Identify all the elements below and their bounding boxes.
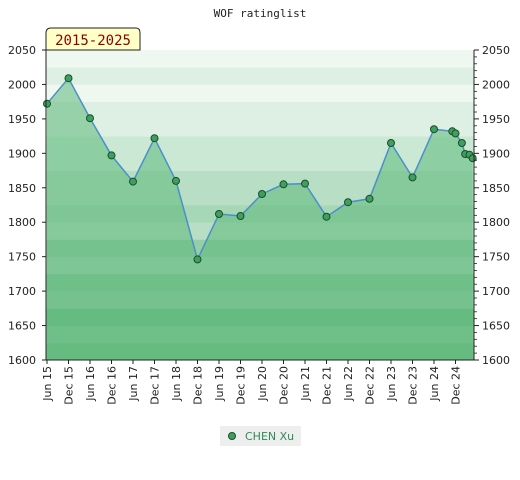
data-point — [129, 177, 137, 186]
x-tick-label: Dec 21 — [321, 366, 334, 405]
plot-band — [46, 136, 474, 154]
data-point — [64, 74, 73, 83]
x-tick-label: Jun 16 — [84, 366, 97, 402]
data-point — [468, 154, 477, 163]
y-tick-label-left: 2000 — [8, 78, 36, 91]
data-point — [344, 198, 352, 207]
y-tick-label-left: 2050 — [8, 44, 36, 57]
data-point — [258, 190, 266, 198]
y-tick-label-left: 1900 — [8, 147, 36, 160]
x-tick-label: Jun 15 — [41, 366, 54, 402]
y-tick-label-left: 1600 — [8, 354, 36, 367]
data-point — [86, 114, 94, 123]
rating-area — [47, 78, 473, 360]
chart-title: WOF ratinglist — [214, 7, 307, 20]
y-tick-label-right: 1850 — [482, 182, 510, 195]
x-axis-ticks: Jun 15 Dec 15 Jun 16 Dec 16 Jun 17 Dec 17 Jun … — [41, 359, 474, 405]
legend-marker-icon — [228, 432, 236, 440]
x-tick-label: Jun 24 — [428, 366, 441, 402]
y-tick-label-left: 1850 — [8, 182, 36, 195]
legend: CHEN Xu — [220, 426, 301, 446]
data-point — [387, 139, 395, 147]
x-tick-label: Dec 15 — [63, 366, 76, 405]
x-tick-label: Dec 22 — [364, 366, 377, 405]
data-point — [365, 194, 374, 203]
x-tick-label: Dec 16 — [106, 366, 119, 405]
x-tick-label: Jun 21 — [299, 366, 312, 402]
x-tick-label: Jun 22 — [342, 366, 355, 402]
data-point — [430, 125, 438, 134]
x-tick-label: Jun 19 — [213, 366, 226, 402]
data-point — [279, 180, 288, 189]
data-point — [322, 212, 331, 221]
y-axis-right-ticks: 1600 1650 1700 1750 1800 1850 1900 1950 2000 2050 — [474, 44, 510, 367]
x-tick-label: Jun 23 — [385, 366, 398, 402]
plot-band — [46, 118, 474, 137]
plot-band — [46, 101, 474, 120]
x-tick-label: Jun 17 — [127, 366, 140, 402]
y-tick-label-right: 1750 — [482, 251, 510, 264]
y-tick-label-right: 1800 — [482, 216, 510, 229]
plot-band — [46, 67, 474, 85]
data-markers — [43, 74, 477, 264]
y-tick-label-left: 1800 — [8, 216, 36, 229]
y-tick-label-left: 1650 — [8, 320, 36, 333]
y-tick-label-right: 1650 — [482, 320, 510, 333]
data-point — [107, 151, 116, 160]
data-point — [301, 179, 309, 188]
y-tick-label-left: 1950 — [8, 113, 36, 126]
x-tick-label: Jun 20 — [256, 366, 269, 402]
x-tick-label: Dec 17 — [149, 366, 162, 405]
plot-band — [46, 84, 474, 102]
data-point — [457, 139, 466, 147]
data-point — [408, 173, 417, 182]
y-tick-label-right: 2050 — [482, 44, 510, 57]
data-point — [43, 99, 51, 108]
y-axis-left-ticks: 1600 1650 1700 1750 1800 1850 1900 1950 2000 2050 — [8, 44, 46, 367]
legend-series-label: CHEN Xu — [245, 430, 294, 443]
y-tick-label-right: 1950 — [482, 113, 510, 126]
data-point — [215, 210, 223, 218]
data-point — [193, 255, 202, 264]
data-point — [150, 134, 159, 143]
period-badge: 2015-2025 — [45, 27, 141, 51]
y-tick-label-right: 2000 — [482, 78, 510, 91]
data-point — [172, 176, 180, 185]
y-tick-label-left: 1750 — [8, 251, 36, 264]
x-tick-label: Dec 18 — [192, 366, 205, 405]
y-axis-right-minor-ticks — [474, 56, 477, 354]
plot-band — [46, 50, 474, 68]
data-point — [236, 212, 245, 220]
data-point — [451, 129, 460, 138]
x-tick-label: Dec 23 — [407, 366, 420, 405]
period-badge-label: 2015-2025 — [55, 33, 131, 49]
x-tick-label: Dec 19 — [235, 366, 248, 405]
y-tick-label-right: 1600 — [482, 354, 510, 367]
x-tick-label: Dec 24 — [450, 366, 463, 405]
y-tick-label-left: 1700 — [8, 285, 36, 298]
y-tick-label-right: 1700 — [482, 285, 510, 298]
x-tick-label: Jun 18 — [170, 366, 183, 402]
y-tick-label-right: 1900 — [482, 147, 510, 160]
x-tick-label: Dec 20 — [278, 366, 291, 405]
